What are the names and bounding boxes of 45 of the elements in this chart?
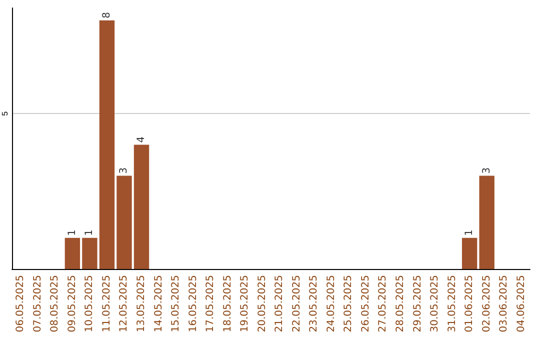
x-tick-label: 21.05.2025 — [274, 275, 286, 332]
bar — [462, 238, 478, 269]
bar — [116, 176, 132, 269]
x-tick-label: 08.05.2025 — [50, 275, 61, 332]
x-tick-label: 16.05.2025 — [188, 275, 199, 332]
x-tick-label: 18.05.2025 — [222, 275, 234, 332]
data-label: 3 — [118, 167, 130, 174]
x-tick-label: 03.06.2025 — [498, 275, 510, 332]
y-tick-label: 5 — [0, 110, 10, 116]
bar — [134, 144, 150, 269]
x-tick-label: 06.05.2025 — [15, 275, 26, 332]
x-tick-label: 11.05.2025 — [101, 275, 112, 332]
x-tick-label: 29.05.2025 — [412, 275, 424, 332]
x-tick-label: 13.05.2025 — [136, 275, 147, 332]
x-tick-label: 15.05.2025 — [170, 275, 182, 332]
x-tick-label: 09.05.2025 — [66, 275, 78, 332]
bar — [64, 238, 80, 269]
data-label: 1 — [84, 230, 96, 236]
data-label: 1 — [464, 230, 476, 236]
x-tick-label: 23.05.2025 — [308, 275, 320, 332]
x-tick-label: 19.05.2025 — [240, 275, 251, 332]
bar — [82, 238, 98, 269]
x-tick-label: 27.05.2025 — [378, 275, 389, 332]
x-tick-label: 28.05.2025 — [395, 275, 406, 332]
data-label: 1 — [66, 230, 78, 236]
x-tick-label: 01.06.2025 — [464, 275, 476, 332]
bar — [99, 20, 115, 269]
x-tick-label: 25.05.2025 — [343, 275, 354, 332]
x-tick-label: 20.05.2025 — [256, 275, 268, 332]
x-tick-label: 10.05.2025 — [84, 275, 96, 332]
bar — [479, 176, 494, 269]
data-label: 4 — [136, 136, 147, 143]
x-tick-label: 22.05.2025 — [291, 275, 302, 332]
x-tick-label: 24.05.2025 — [326, 275, 337, 332]
data-label: 3 — [481, 167, 492, 174]
x-tick-label: 12.05.2025 — [118, 275, 130, 332]
x-tick-label: 31.05.2025 — [446, 275, 458, 332]
x-tick-label: 17.05.2025 — [205, 275, 216, 332]
x-tick-label: 07.05.2025 — [32, 275, 44, 332]
data-label: 8 — [101, 12, 112, 18]
x-tick-label: 04.06.2025 — [516, 275, 527, 332]
x-tick-label: 14.05.2025 — [153, 275, 164, 332]
x-tick-label: 30.05.2025 — [430, 275, 441, 332]
x-tick-label: 26.05.2025 — [360, 275, 372, 332]
x-tick-label: 02.06.2025 — [481, 275, 492, 332]
